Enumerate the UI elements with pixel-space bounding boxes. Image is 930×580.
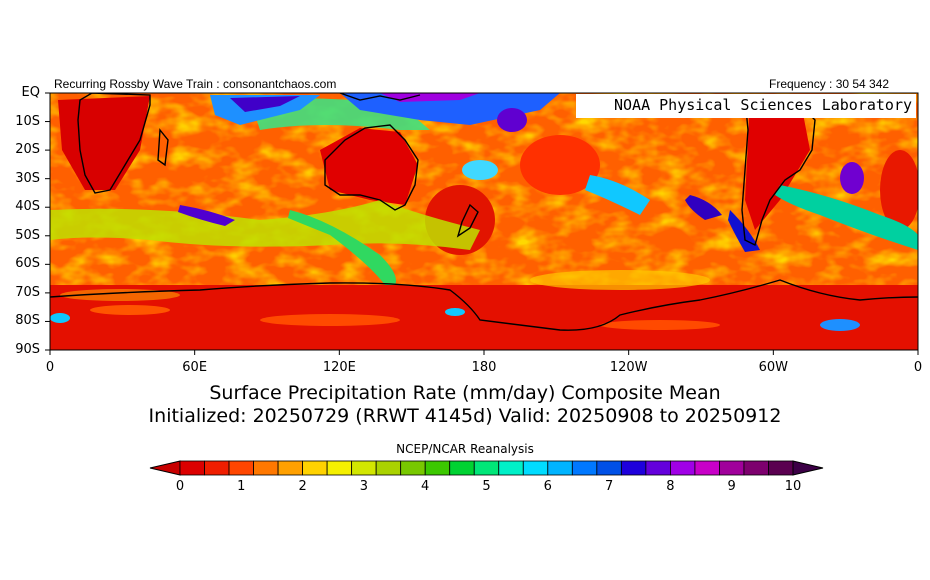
colorbar-swatch <box>179 460 205 476</box>
axis-ticks <box>45 92 919 355</box>
colorbar-swatch <box>424 460 451 476</box>
colorbar-swatch <box>204 460 230 476</box>
colorbar-swatch <box>375 460 402 476</box>
colorbar-tick-label: 5 <box>482 479 491 494</box>
lon-label: 0 <box>45 360 55 375</box>
lon-label: 60E <box>182 360 208 375</box>
lat-label: 30S <box>15 170 40 186</box>
colorbar-tick-label: 10 <box>784 479 802 494</box>
data-source-label: NCEP/NCAR Reanalysis <box>396 442 534 456</box>
colorbar-tick-label: 7 <box>604 479 614 494</box>
colorbar-swatch <box>719 460 745 476</box>
precip-field <box>50 93 918 350</box>
colorbar-swatch <box>547 460 573 476</box>
colorbar-swatch <box>670 460 696 476</box>
colorbar-swatch <box>645 460 671 476</box>
colorbar-tick-label: 3 <box>359 479 369 494</box>
colorbar-tick-label: 8 <box>666 479 675 494</box>
colorbar-swatch <box>596 460 622 476</box>
colorbar-over-triangle <box>792 460 824 476</box>
colorbar-swatch <box>473 460 500 476</box>
colorbar-tick-label: 1 <box>237 479 246 494</box>
colorbar-swatch <box>694 460 720 476</box>
colorbar-swatch <box>228 460 254 476</box>
colorbar-swatch <box>522 460 549 476</box>
lat-label: 70S <box>15 284 40 300</box>
lon-label: 180 <box>471 360 497 375</box>
colorbar-swatch <box>620 460 647 476</box>
colorbar-tick-label: 9 <box>727 479 736 494</box>
chart-title-line2: Initialized: 20250729 (RRWT 4145d) Valid… <box>148 405 782 427</box>
colorbar-swatch <box>743 460 769 476</box>
lat-label: 50S <box>15 227 40 243</box>
lat-label: 20S <box>15 142 40 158</box>
lon-label: 120E <box>322 360 356 375</box>
colorbar-under-triangle <box>149 460 181 476</box>
colorbar-swatch <box>449 460 475 476</box>
lat-label: EQ <box>21 85 40 100</box>
credit-label: NOAA Physical Sciences Laboratory <box>576 94 916 118</box>
lat-label: 80S <box>15 313 40 329</box>
colorbar-swatch <box>351 460 377 476</box>
colorbar-swatch <box>302 460 328 476</box>
colorbar-tick-label: 0 <box>175 479 185 494</box>
colorbar-tick-label: 4 <box>421 479 430 494</box>
lat-label: 40S <box>15 199 40 215</box>
colorbar-swatch <box>498 460 524 476</box>
chart-title-line1: Surface Precipitation Rate (mm/day) Comp… <box>209 382 721 404</box>
lon-label: 60W <box>758 360 789 375</box>
lat-label: 10S <box>15 113 40 129</box>
lon-label: 120W <box>609 360 648 375</box>
lat-label: 60S <box>15 256 40 272</box>
colorbar-swatch <box>253 460 279 476</box>
colorbar-tick-label: 2 <box>298 479 307 494</box>
colorbar-swatch <box>571 460 598 476</box>
header-left-label: Recurring Rossby Wave Train : consonantc… <box>54 77 337 91</box>
colorbar-swatch <box>400 460 426 476</box>
frequency-label: Frequency : 30 54 342 <box>769 77 890 91</box>
colorbar-tick-label: 6 <box>543 479 552 494</box>
lat-label: 90S <box>15 342 40 357</box>
colorbar-swatch <box>326 460 353 476</box>
colorbar-swatch <box>277 460 303 476</box>
lon-label: 0 <box>913 360 923 375</box>
colorbar-swatch <box>768 460 794 476</box>
